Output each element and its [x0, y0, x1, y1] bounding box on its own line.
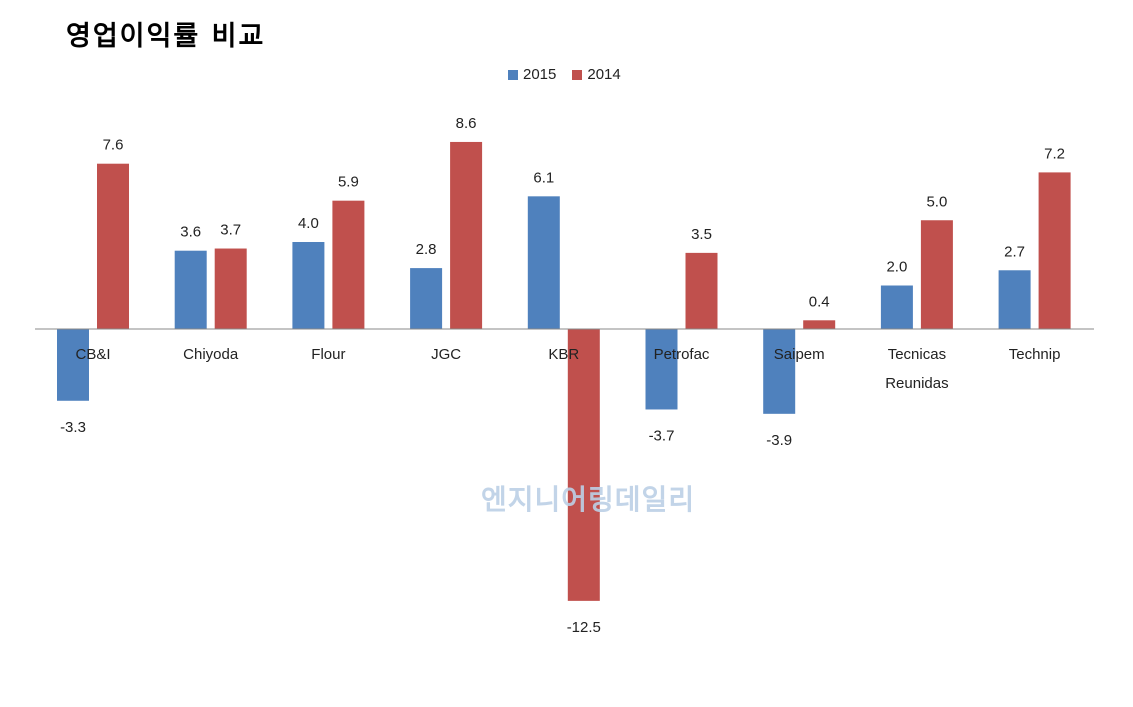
- bar-2015-kbr: [527, 196, 560, 329]
- x-tick-label-saipem: Saipem: [774, 346, 825, 363]
- bar-2015-technip: [998, 270, 1031, 329]
- watermark: 엔지니어링데일리: [481, 483, 696, 516]
- bar-2014-technip: [1038, 172, 1071, 329]
- data-label-2015-flour: 4.0: [298, 215, 319, 232]
- legend-label-2014: 2014: [587, 66, 621, 83]
- x-tick-label-tecnicas-reunidas-line1: Tecnicas: [888, 346, 946, 363]
- x-tick-label-chiyoda: Chiyoda: [183, 346, 239, 363]
- data-label-2014-cb-i: 7.6: [103, 137, 124, 154]
- legend-item-2014: 2014: [572, 66, 621, 83]
- data-label-2014-technip: 7.2: [1044, 145, 1065, 162]
- bar-2015-chiyoda: [174, 250, 207, 329]
- bar-2015-jgc: [410, 268, 443, 329]
- data-label-2014-tecnicas-reunidas: 5.0: [926, 193, 947, 210]
- data-label-2015-tecnicas-reunidas: 2.0: [886, 259, 907, 276]
- bar-2014-cb-i: [97, 163, 129, 329]
- bar-2014-chiyoda: [214, 248, 247, 329]
- data-label-2014-jgc: 8.6: [456, 115, 477, 132]
- data-label-2014-kbr: -12.5: [567, 619, 601, 636]
- bar-2014-jgc: [450, 141, 483, 329]
- data-label-2015-chiyoda: 3.6: [180, 224, 201, 241]
- legend-swatch-2014: [572, 69, 583, 80]
- bar-2015-tecnicas-reunidas: [880, 285, 913, 329]
- x-tick-label-technip: Technip: [1009, 346, 1061, 363]
- bar-2015-cb-i: [57, 329, 89, 401]
- legend-label-2015: 2015: [523, 66, 557, 83]
- data-label-2014-saipem: 0.4: [809, 293, 830, 310]
- x-tick-label-flour: Flour: [311, 346, 345, 363]
- bar-2015-petrofac: [645, 329, 678, 410]
- bar-2015-flour: [292, 242, 325, 329]
- bar-2014-saipem: [803, 320, 836, 329]
- data-label-2014-chiyoda: 3.7: [220, 222, 241, 239]
- data-label-2015-saipem: -3.9: [766, 432, 792, 449]
- x-tick-label-petrofac: Petrofac: [654, 346, 710, 363]
- data-label-2015-jgc: 2.8: [416, 241, 437, 258]
- bar-2014-kbr: [567, 329, 600, 601]
- chart-title: 영업이익률 비교: [66, 21, 266, 52]
- legend-swatch-2015: [508, 69, 518, 80]
- x-tick-label-jgc: JGC: [431, 346, 461, 363]
- data-label-2015-technip: 2.7: [1004, 243, 1025, 260]
- x-tick-label-tecnicas-reunidas-line2: Reunidas: [885, 375, 948, 392]
- x-tick-label-kbr: KBR: [548, 346, 579, 363]
- data-label-2014-petrofac: 3.5: [691, 226, 712, 243]
- data-label-2015-petrofac: -3.7: [649, 427, 675, 444]
- data-label-2015-kbr: 6.1: [533, 169, 554, 186]
- bar-2014-tecnicas-reunidas: [920, 220, 953, 329]
- data-label-2015-cb-i: -3.3: [60, 419, 86, 436]
- legend: 2015 2014: [508, 66, 637, 83]
- bar-2014-flour: [332, 200, 365, 329]
- bar-2015-saipem: [763, 329, 796, 414]
- x-tick-label-cb-i: CB&I: [75, 346, 110, 363]
- legend-item-2015: 2015: [508, 66, 556, 83]
- data-label-2014-flour: 5.9: [338, 174, 359, 191]
- bar-2014-petrofac: [685, 252, 718, 329]
